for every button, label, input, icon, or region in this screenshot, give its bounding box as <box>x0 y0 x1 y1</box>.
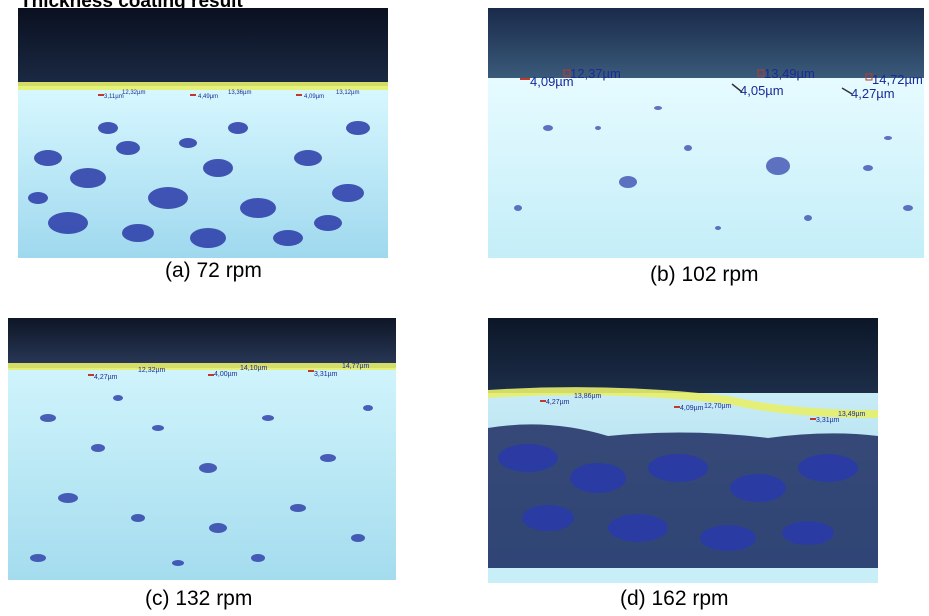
measurement-label: 12,32µm <box>138 367 166 374</box>
measurement-label: 4,09µm <box>530 74 574 89</box>
measurement-label: 4,09µm <box>680 405 704 412</box>
measurement-label: 4,49µm <box>198 94 218 100</box>
measurement-label: 14,77µm <box>342 363 370 370</box>
measurement-overlay-c: 4,27µm 12,32µm 4,00µm 14,10µm 3,31µm 14,… <box>88 363 370 381</box>
measurement-label: 12,32µm <box>122 90 145 96</box>
caption-a: (a) 72 rpm <box>165 259 262 282</box>
measurement-label: 13,36µm <box>228 90 251 96</box>
measurement-label: 4,27µm <box>94 374 118 381</box>
measurement-label: 12,37µm <box>570 66 621 81</box>
measurement-overlay-a: 3,11µm 12,32µm 4,49µm 13,36µm 4,09µm 13,… <box>98 90 359 100</box>
measurement-label: 3,31µm <box>816 417 840 424</box>
micrograph-panel-a: 3,11µm 12,32µm 4,49µm 13,36µm 4,09µm 13,… <box>18 8 388 258</box>
measurement-label: 13,12µm <box>336 90 359 96</box>
measurement-label: 12,70µm <box>704 403 732 410</box>
measurement-label: 4,27µm <box>546 399 570 406</box>
measurement-label: 3,11µm <box>104 94 124 100</box>
micrograph-b-image: 4,09µm 12,37µm 13,49µm 4,05µm 14,72µm 4,… <box>488 8 924 258</box>
caption-c: (c) 132 rpm <box>145 587 253 610</box>
measurement-label: 13,49µm <box>764 66 815 81</box>
measurement-label: 4,05µm <box>740 83 784 98</box>
measurement-label: 4,00µm <box>214 371 238 378</box>
measurement-label: 14,10µm <box>240 365 268 372</box>
micrograph-a-image: 3,11µm 12,32µm 4,49µm 13,36µm 4,09µm 13,… <box>18 8 388 258</box>
micrograph-panel-d: 4,27µm 13,86µm 4,09µm 12,70µm 3,31µm 13,… <box>488 318 878 583</box>
micrograph-panel-b: 4,09µm 12,37µm 13,49µm 4,05µm 14,72µm 4,… <box>488 8 924 258</box>
micrograph-d-image: 4,27µm 13,86µm 4,09µm 12,70µm 3,31µm 13,… <box>488 318 878 583</box>
measurement-overlay-d: 4,27µm 13,86µm 4,09µm 12,70µm 3,31µm 13,… <box>540 393 866 424</box>
measurement-label: 13,86µm <box>574 393 602 400</box>
measurement-label: 4,27µm <box>851 86 895 101</box>
caption-d: (d) 162 rpm <box>620 587 729 610</box>
measurement-label: 3,31µm <box>314 371 338 378</box>
measurement-label: 13,49µm <box>838 411 866 418</box>
measurement-overlay-b: 4,09µm 12,37µm 13,49µm 4,05µm 14,72µm 4,… <box>520 66 923 101</box>
caption-b: (b) 102 rpm <box>650 263 759 286</box>
micrograph-c-image: 4,27µm 12,32µm 4,00µm 14,10µm 3,31µm 14,… <box>8 318 396 580</box>
measurement-label: 4,09µm <box>304 94 324 100</box>
micrograph-panel-c: 4,27µm 12,32µm 4,00µm 14,10µm 3,31µm 14,… <box>8 318 396 580</box>
measurement-label: 14,72µm <box>872 72 923 87</box>
